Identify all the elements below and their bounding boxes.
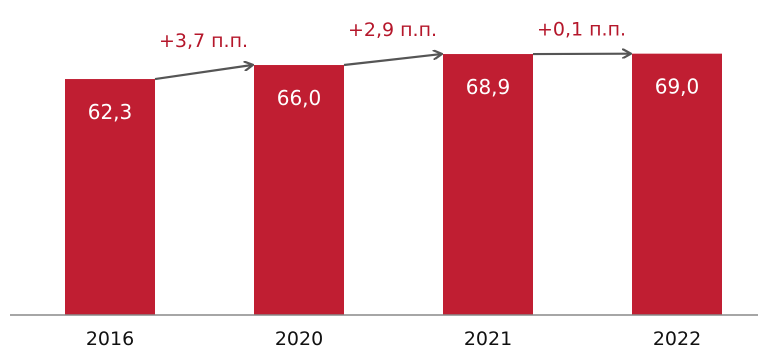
- bar-value-label-2021: 68,9: [466, 75, 511, 99]
- bar-2021: [443, 54, 533, 315]
- change-label-2016-2020: +3,7 п.п.: [159, 30, 248, 52]
- bar-value-label-2022: 69,0: [655, 75, 700, 99]
- change-arrow-2020-2021: [343, 54, 441, 67]
- change-label-2021-2022: +0,1 п.п.: [537, 19, 626, 41]
- bar-2016: [65, 79, 155, 315]
- x-tick-label-2016: 2016: [86, 328, 134, 350]
- bar-value-label-2020: 66,0: [277, 86, 322, 110]
- bar-2022: [632, 53, 722, 315]
- change-arrow-2016-2020: [154, 65, 252, 81]
- x-tick-label-2021: 2021: [464, 328, 512, 350]
- bar-2020: [254, 65, 344, 316]
- change-label-2020-2021: +2,9 п.п.: [348, 19, 437, 41]
- bar-value-label-2016: 62,3: [88, 100, 133, 124]
- x-tick-label-2022: 2022: [653, 328, 701, 350]
- x-tick-label-2020: 2020: [275, 328, 323, 350]
